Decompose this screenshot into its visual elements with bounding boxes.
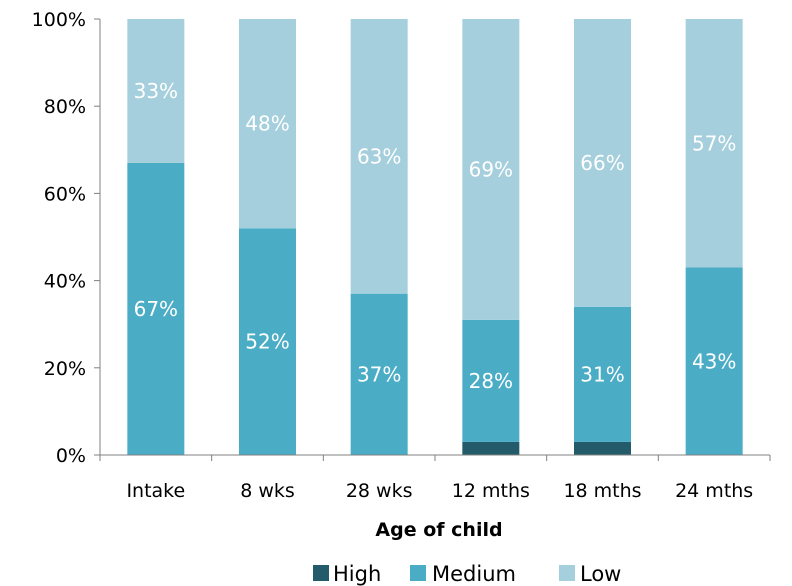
x-tick-label: 18 mths <box>563 480 641 502</box>
legend-swatch-low <box>559 565 575 581</box>
y-tick-label: 80% <box>44 96 86 118</box>
data-label-low: 57% <box>692 131 736 155</box>
data-label-low: 63% <box>357 144 401 168</box>
bar-high <box>462 441 520 455</box>
y-tick-label: 100% <box>32 9 86 31</box>
bar-low <box>350 19 408 294</box>
legend-swatch-high <box>313 565 329 581</box>
data-label-medium: 37% <box>357 362 401 386</box>
legend-label-medium: Medium <box>432 562 516 586</box>
bar-medium <box>127 162 185 455</box>
x-tick-label: Intake <box>126 480 185 502</box>
x-tick-label: 8 wks <box>240 480 295 502</box>
data-label-low: 33% <box>134 79 178 103</box>
legend: High Medium Low <box>313 562 621 586</box>
legend-label-low: Low <box>580 562 621 586</box>
data-label-low: 66% <box>580 151 624 175</box>
y-tick-label: 20% <box>44 358 86 380</box>
x-axis-title: Age of child <box>375 519 502 541</box>
data-label-low: 69% <box>469 157 513 181</box>
data-label-low: 48% <box>245 112 289 136</box>
data-label-medium: 67% <box>134 297 178 321</box>
data-label-medium: 28% <box>469 369 513 393</box>
bars: 67% 33% 52% 48% 37% 63% 28% 69% 31% 66% 43% 57% <box>127 19 743 455</box>
y-tick-label: 60% <box>44 183 86 205</box>
y-tick-label: 0% <box>56 445 86 467</box>
x-tick-label: 24 mths <box>675 480 753 502</box>
y-tick-label: 40% <box>44 271 86 293</box>
x-tick-label: 28 wks <box>346 480 413 502</box>
bar-low <box>127 19 185 163</box>
bar-high <box>574 441 631 455</box>
data-label-medium: 43% <box>692 349 736 373</box>
bar-medium <box>685 267 743 455</box>
x-axis: Intake 8 wks 28 wks 12 mths 18 mths 24 mths <box>99 454 771 502</box>
bar-low <box>462 19 520 320</box>
bar-medium <box>350 293 408 455</box>
data-label-medium: 52% <box>245 330 289 354</box>
legend-label-high: High <box>333 562 381 586</box>
bar-low <box>685 19 743 268</box>
bar-low <box>239 19 296 229</box>
bar-medium <box>574 306 631 442</box>
y-axis: 0% 20% 40% 60% 80% 100% <box>32 9 101 467</box>
data-label-medium: 31% <box>580 362 624 386</box>
x-tick-label: 12 mths <box>452 480 530 502</box>
bar-medium <box>462 319 520 442</box>
bar-medium <box>239 228 296 455</box>
bar-low <box>574 19 631 307</box>
legend-swatch-medium <box>410 565 426 581</box>
